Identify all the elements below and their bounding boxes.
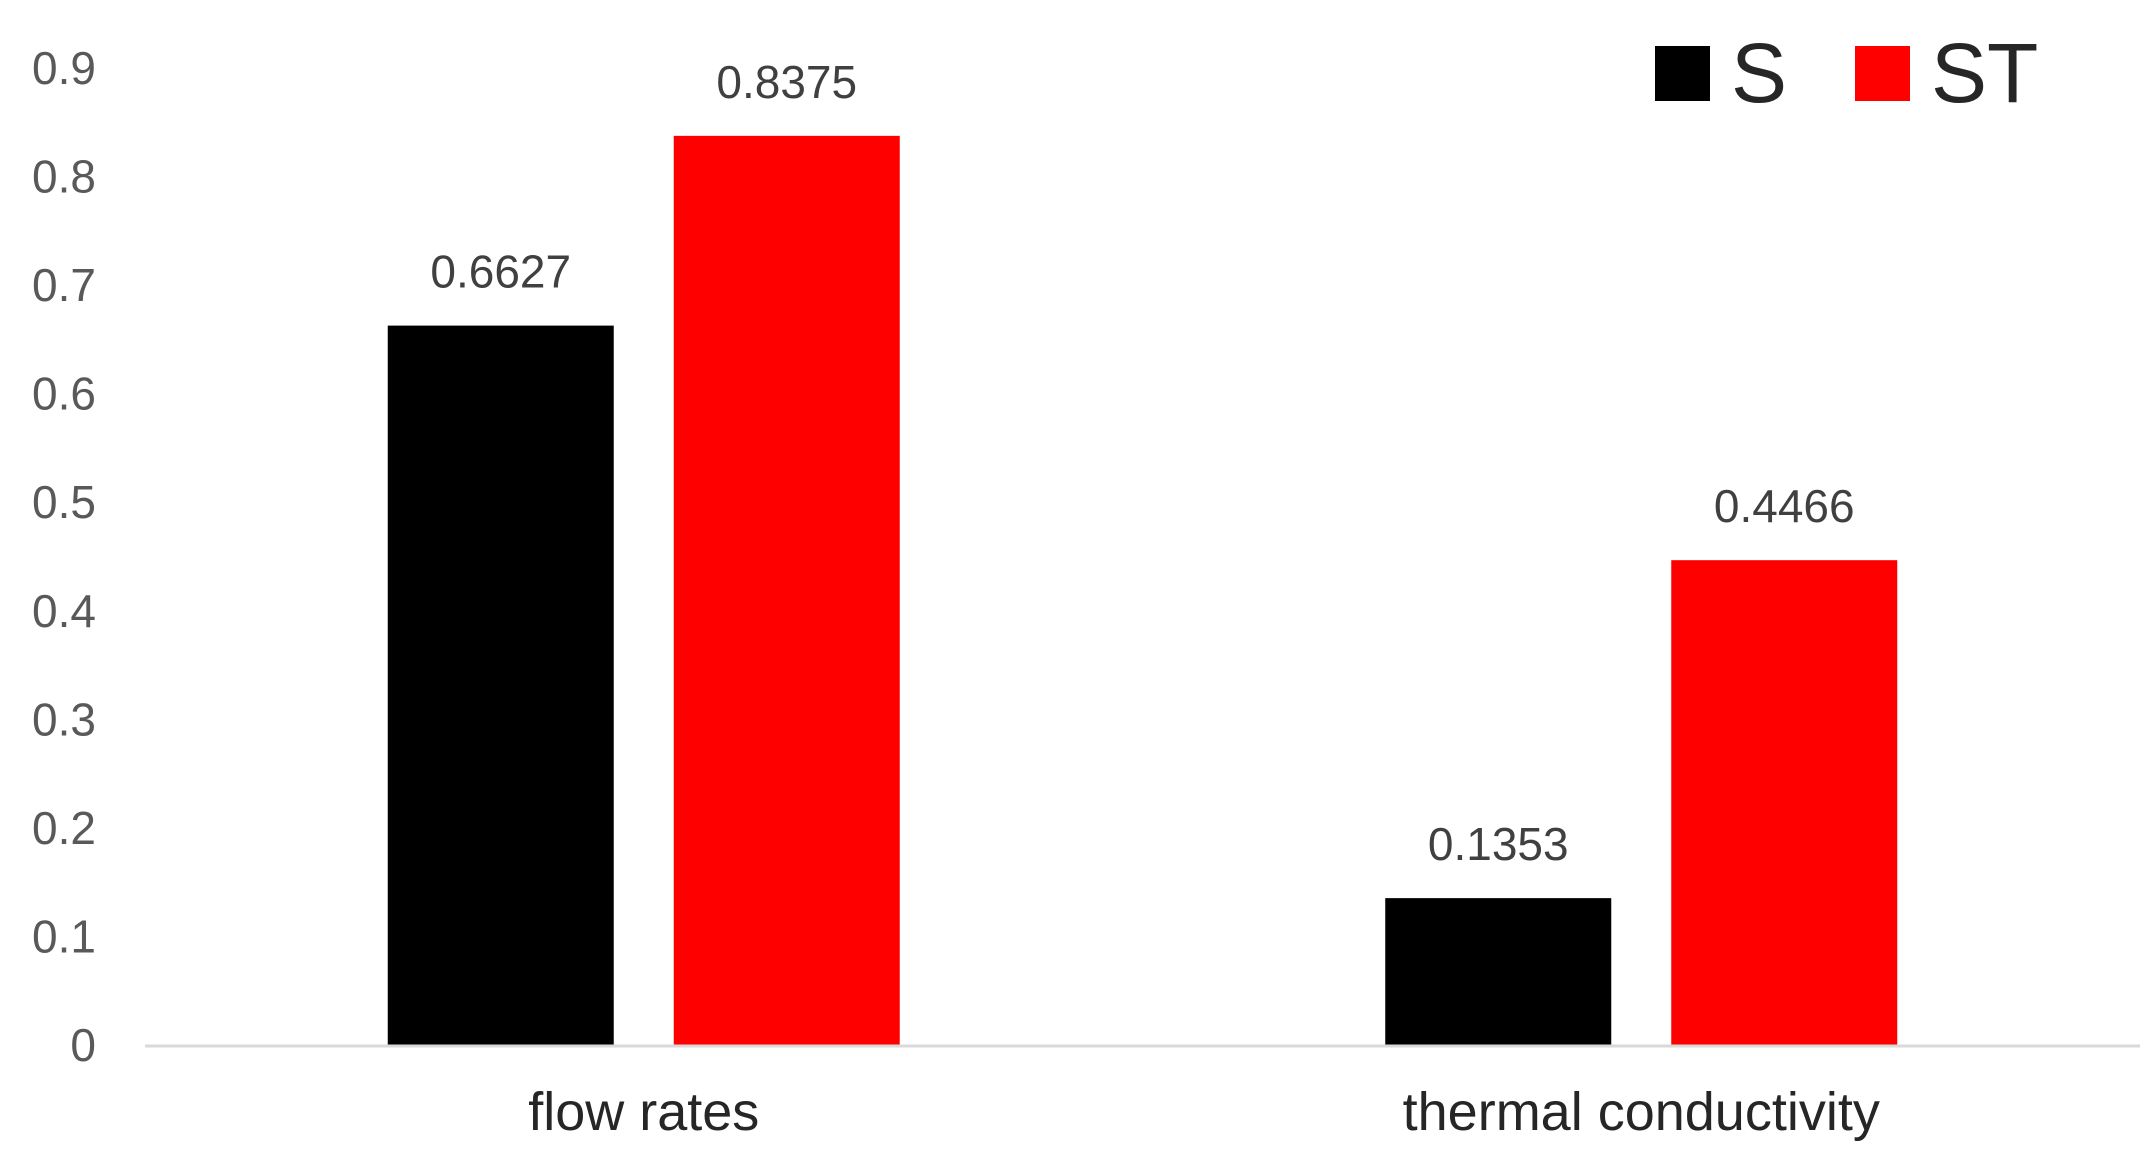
- y-tick-label: 0.6: [32, 368, 96, 420]
- data-label: 0.8375: [716, 56, 857, 108]
- bar-st-2: [1671, 560, 1898, 1045]
- y-tick-label: 0: [70, 1019, 96, 1071]
- legend-swatch-s: [1655, 46, 1710, 101]
- data-label: 0.1353: [1428, 818, 1569, 870]
- y-tick-label: 0.2: [32, 802, 96, 854]
- data-label: 0.6627: [430, 246, 571, 298]
- x-category-label: thermal conductivity: [1403, 1082, 1880, 1142]
- y-tick-label: 0.4: [32, 585, 96, 637]
- data-label: 0.4466: [1714, 480, 1855, 532]
- y-tick-label: 0.3: [32, 693, 96, 745]
- y-tick-label: 0.7: [32, 259, 96, 311]
- y-tick-label: 0.8: [32, 151, 96, 203]
- legend-label-st: ST: [1931, 26, 2038, 120]
- legend: S ST: [1655, 26, 2038, 120]
- bars: [387, 135, 1898, 1046]
- x-axis-categories: flow rates thermal conductivity: [528, 1082, 1880, 1142]
- y-tick-label: 0.1: [32, 910, 96, 962]
- legend-label-s: S: [1731, 26, 1787, 120]
- bar-s-2: [1385, 898, 1612, 1045]
- y-axis-ticks: 0 0.1 0.2 0.3 0.4 0.5 0.6 0.7 0.8 0.9: [32, 42, 96, 1071]
- bar-s-1: [387, 325, 614, 1046]
- bar-st-1: [673, 135, 900, 1045]
- x-category-label: flow rates: [528, 1082, 759, 1142]
- legend-swatch-st: [1855, 46, 1910, 101]
- data-labels: 0.6627 0.8375 0.1353 0.4466: [430, 56, 1854, 870]
- y-tick-label: 0.9: [32, 42, 96, 94]
- y-tick-label: 0.5: [32, 476, 96, 528]
